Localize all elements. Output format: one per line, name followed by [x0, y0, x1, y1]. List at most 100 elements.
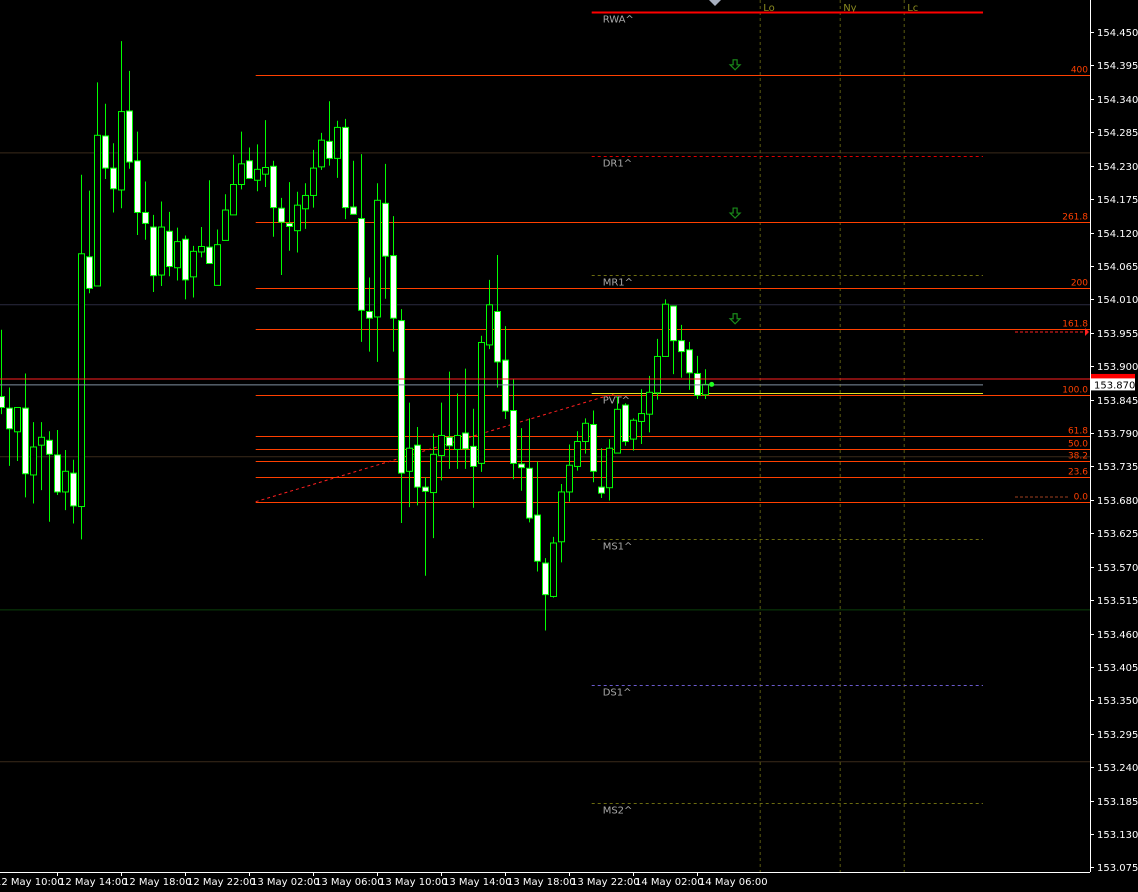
candles — [0, 41, 709, 631]
candle — [230, 154, 237, 216]
candle — [646, 375, 653, 433]
x-tick-label: 13 May 10:00 — [379, 877, 448, 888]
candle-body — [590, 424, 597, 472]
candle — [518, 428, 525, 491]
candle-body — [510, 410, 517, 464]
y-tick-label: 153.350 — [1097, 696, 1138, 707]
down-arrow-icon — [728, 59, 742, 71]
candle-body — [582, 422, 589, 443]
candle-body — [702, 383, 709, 396]
candle — [558, 484, 565, 563]
candle — [390, 216, 397, 352]
candle — [278, 197, 285, 276]
price-axis[interactable]: 154.450 154.395 154.340 154.285 154.230 154.1… — [1090, 0, 1138, 874]
pivot-label: DR1^ — [603, 159, 632, 170]
candle-body — [150, 226, 157, 277]
candle — [22, 373, 29, 498]
candle-body — [62, 470, 69, 493]
candle — [654, 338, 661, 400]
pivot-label: DS1^ — [603, 688, 632, 699]
candle-body — [622, 404, 629, 443]
candle-body — [350, 206, 357, 215]
candle-body — [94, 134, 101, 287]
candle — [454, 393, 461, 469]
candle-body — [86, 256, 93, 289]
x-tick-label: 13 May 02:00 — [251, 877, 320, 888]
candle-body — [78, 253, 85, 508]
candle — [166, 211, 173, 277]
y-tick-label: 153.625 — [1097, 529, 1138, 540]
candle — [214, 229, 221, 286]
fib-trend-line[interactable] — [255, 392, 617, 503]
candle-body — [614, 408, 621, 454]
candle-body — [318, 139, 325, 168]
fib-level-label: 23.6 — [1068, 468, 1088, 478]
pivot-label: MS1^ — [603, 542, 633, 553]
candle-body — [126, 110, 133, 163]
y-tick-label: 154.010 — [1097, 295, 1138, 306]
candle — [86, 190, 93, 294]
candle — [630, 418, 637, 451]
candle — [246, 147, 253, 179]
fib-level-label: 61.8 — [1068, 427, 1088, 437]
candle-body — [54, 454, 61, 493]
candle-body — [198, 245, 205, 253]
fib-level-label: 200 — [1071, 279, 1088, 289]
candle-body — [654, 355, 661, 394]
candle — [30, 422, 37, 504]
candle — [206, 180, 213, 264]
candle-body — [542, 562, 549, 596]
candle — [238, 131, 245, 190]
candle-body — [6, 407, 13, 430]
y-tick-label: 154.340 — [1097, 95, 1138, 106]
y-tick-label: 153.845 — [1097, 396, 1138, 407]
session-lines: Lo Ny Lc — [759, 0, 918, 872]
candle — [566, 444, 573, 502]
candle — [310, 149, 317, 208]
candle-body — [334, 126, 341, 159]
candle-body — [214, 244, 221, 286]
candle-body — [182, 238, 189, 281]
candle-body — [462, 432, 469, 450]
candle — [406, 402, 413, 508]
candle — [574, 431, 581, 471]
candle — [622, 403, 629, 446]
candle-body — [142, 211, 149, 224]
candle-body — [438, 434, 445, 456]
candle-body — [110, 167, 117, 190]
y-tick-label: 154.450 — [1097, 28, 1138, 39]
y-tick-label: 153.405 — [1097, 663, 1138, 674]
candle — [54, 429, 61, 495]
candle-body — [22, 407, 29, 475]
candle — [38, 422, 45, 491]
candle-body — [302, 194, 309, 210]
candle — [366, 277, 373, 352]
candle — [614, 396, 621, 454]
candle-body — [414, 444, 421, 488]
candle-body — [374, 199, 381, 318]
candle — [182, 235, 189, 300]
x-tick-label: 12 May 22:00 — [187, 877, 256, 888]
candle — [422, 477, 429, 576]
candle-body — [382, 202, 389, 257]
candle — [598, 448, 605, 499]
candle — [318, 132, 325, 170]
x-tick-label: 12 May 14:00 — [59, 877, 128, 888]
candle — [590, 410, 597, 483]
y-tick-label: 153.295 — [1097, 730, 1138, 741]
candle-body — [102, 135, 109, 169]
x-tick-label: 13 May 14:00 — [443, 877, 512, 888]
candle-body — [422, 486, 429, 492]
session-label: Ny — [843, 3, 856, 14]
candle — [102, 103, 109, 180]
candle-body — [262, 166, 269, 175]
candle — [134, 131, 141, 235]
candle-body — [246, 160, 253, 179]
candle-body — [118, 111, 125, 191]
pivot-label: RWA^ — [603, 15, 634, 26]
candle-body — [190, 250, 197, 278]
x-tick-label: 14 May 06:00 — [699, 877, 768, 888]
candle — [6, 387, 13, 466]
